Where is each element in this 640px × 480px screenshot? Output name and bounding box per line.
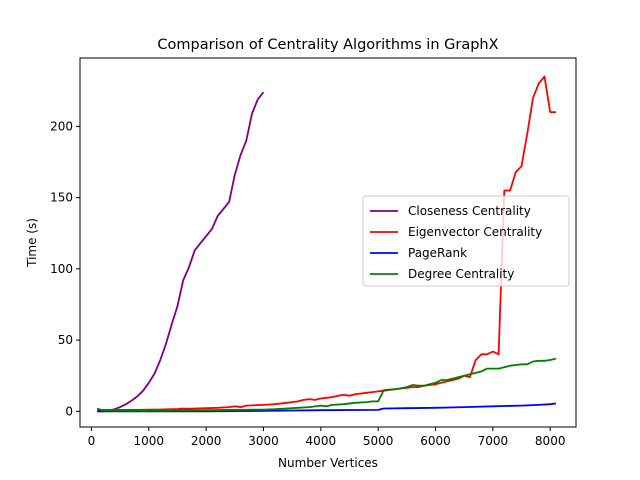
- series-line-1: [97, 91, 265, 413]
- chart-title: Comparison of Centrality Algorithms in G…: [157, 37, 498, 53]
- x-tick-label: 4000: [306, 434, 337, 448]
- x-tick-label: 3000: [248, 434, 279, 448]
- x-tick-label: 8000: [535, 434, 566, 448]
- y-tick-label: 200: [50, 119, 73, 133]
- y-tick-label: 50: [58, 333, 73, 347]
- series-line-2: [97, 75, 556, 411]
- y-tick-label: 100: [50, 262, 73, 276]
- x-tick-label: 1000: [134, 434, 165, 448]
- legend-label: Eigenvector Centrality: [408, 225, 542, 239]
- series-line-3: [97, 402, 557, 413]
- x-axis-title: Number Vertices: [278, 456, 378, 470]
- x-tick-label: 0: [88, 434, 96, 448]
- series-line-4: [96, 357, 557, 412]
- x-tick-label: 7000: [478, 434, 509, 448]
- series-layer: [96, 75, 557, 413]
- x-tick-label: 6000: [420, 434, 451, 448]
- legend-label: PageRank: [408, 246, 467, 260]
- x-tick-label: 2000: [191, 434, 222, 448]
- y-tick-label: 150: [50, 191, 73, 205]
- y-axis-title: Time (s): [25, 218, 39, 268]
- legend-label: Closeness Centrality: [408, 204, 531, 218]
- x-axis-ticks: 0 1000 2000 3000 4000 5000 6000 7000 8000: [88, 427, 566, 448]
- legend: Closeness Centrality Eigenvector Centrali…: [362, 195, 570, 287]
- legend-label: Degree Centrality: [408, 267, 514, 281]
- plot-frame: [79, 57, 577, 428]
- x-tick-label: 5000: [363, 434, 394, 448]
- y-axis-ticks: 0 50 100 150 200: [50, 119, 80, 418]
- legend-box: [362, 195, 570, 287]
- y-tick-label: 0: [65, 404, 73, 418]
